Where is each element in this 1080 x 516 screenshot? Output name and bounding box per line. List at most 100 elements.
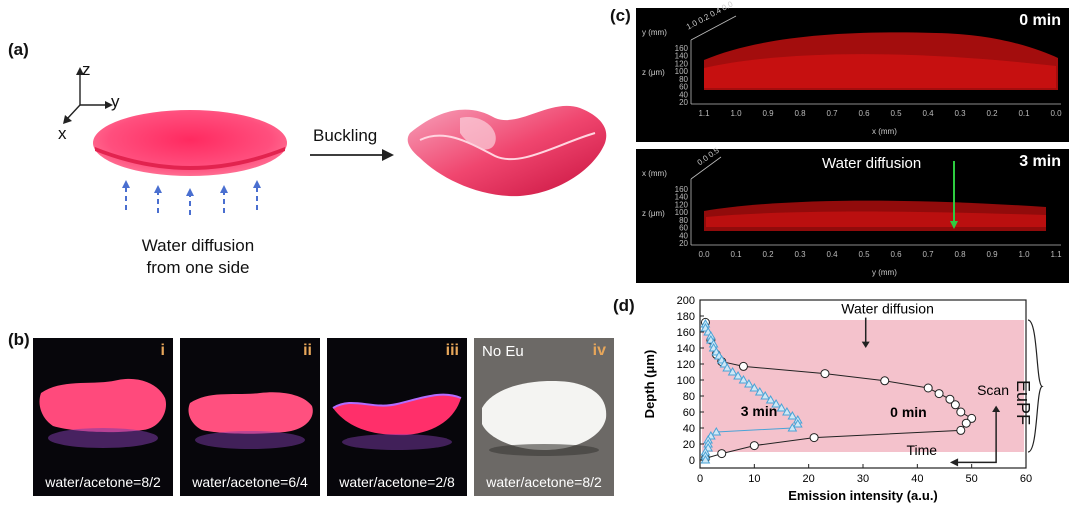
c0-xtick-7: 0.4 — [922, 109, 934, 118]
c0-xtick-0: 1.1 — [698, 109, 710, 118]
c3-ztick-2: 120 — [675, 200, 689, 209]
x-tick-label-1: 10 — [748, 473, 760, 485]
diffusion-caption-line2: from one side — [146, 258, 250, 277]
y-tick-label-5: 100 — [677, 375, 695, 387]
c0-ztick-5: 60 — [679, 83, 688, 92]
series-1-point-34 — [700, 454, 711, 464]
c3-xtick-4: 0.4 — [826, 250, 838, 259]
series-1-point-22 — [782, 406, 792, 416]
c3-ztick-1: 140 — [675, 193, 689, 202]
series-1-point-13 — [733, 370, 743, 380]
axis-x-label: x — [58, 124, 67, 143]
series-0-point-10 — [950, 400, 960, 410]
c3-ztick-5: 60 — [679, 224, 688, 233]
y-tick-label-2: 40 — [683, 423, 695, 435]
axes-diagram — [63, 67, 113, 124]
eupf-brace — [1027, 319, 1044, 453]
series-1-point-14 — [738, 374, 749, 384]
c0-y-axis: y (mm) — [642, 28, 667, 37]
x-tick-label-6: 60 — [1020, 473, 1032, 485]
confocal-0min-plot: 1.1 1.0 0.9 0.8 0.7 0.6 0.5 0.4 0.3 0.2 0.1 0.01601… — [675, 15, 1062, 118]
x-axis-line — [66, 104, 81, 120]
c3-ztick-4: 80 — [679, 216, 688, 225]
flat-film-disk — [93, 110, 287, 215]
series-1-point-19 — [765, 394, 776, 404]
c0-ztick-6: 40 — [679, 90, 688, 99]
annot-diffusion-arrowhead — [861, 341, 870, 348]
c3-xtick-2: 0.2 — [762, 250, 774, 259]
bowl-inner-shine — [460, 117, 496, 150]
series-1-point-27 — [711, 426, 722, 436]
c0-ztick-7: 20 — [679, 98, 688, 107]
c3-time-label: 3 min — [1019, 153, 1061, 170]
c0-xtick-3: 0.8 — [794, 109, 806, 118]
y-tick-label-0: 0 — [689, 455, 695, 467]
y-tick-label-3: 60 — [683, 407, 695, 419]
bowl-rim-highlight — [419, 132, 596, 161]
annot-scan-arrowhead — [992, 405, 1001, 412]
series-1-point-21 — [776, 402, 787, 412]
photo-iii-film — [332, 393, 462, 450]
c3-xtick-6: 0.6 — [890, 250, 902, 259]
c0-xtick-5: 0.6 — [858, 109, 870, 118]
c0-xtick-9: 0.2 — [986, 109, 998, 118]
c0-ztick-0: 160 — [675, 44, 689, 53]
x-tick-label-4: 40 — [911, 473, 923, 485]
c0-ztick-4: 80 — [679, 75, 688, 84]
c3-ztick-3: 100 — [675, 208, 689, 217]
photo-iii: iii water/acetone=2/8 — [327, 338, 467, 496]
c3-y-axis: y (mm) — [872, 268, 897, 277]
axis-z-label: z — [82, 60, 91, 79]
x-axis-title: Emission intensity (a.u.) — [788, 488, 938, 503]
c3-ztick-6: 40 — [679, 231, 688, 240]
series-1-point-25 — [792, 418, 803, 428]
annot-scan-time-arrow — [955, 408, 997, 464]
c3-xtick-0: 0.0 — [698, 250, 710, 259]
bowl-body — [407, 105, 607, 197]
series-0-point-4 — [738, 361, 748, 371]
series-0-point-8 — [934, 389, 944, 399]
annot-water-diffusion: Water diffusion — [841, 301, 934, 317]
diffusion-caption-line1: Water diffusion — [141, 236, 255, 255]
panel-a-label: (a) — [8, 40, 29, 59]
series-1-point-20 — [771, 398, 781, 408]
panel-c-label: (c) — [610, 6, 631, 25]
photo-i: i water/acetone=8/2 — [33, 338, 173, 496]
water-diffusion-arrows — [122, 180, 261, 215]
c3-xtick-11: 1.1 — [1050, 250, 1062, 259]
series-0-point-15 — [809, 433, 819, 443]
c0-xtick-4: 0.7 — [826, 109, 838, 118]
annot-time-arrowhead — [949, 458, 959, 467]
series-1-point-26 — [787, 422, 798, 432]
y-tick-label-8: 160 — [677, 327, 695, 339]
photo-i-numeral: i — [160, 342, 165, 359]
c3-ztick-7: 20 — [679, 239, 688, 248]
annot-scan: Scan — [977, 382, 1009, 398]
c0-xtick-6: 0.5 — [890, 109, 902, 118]
photo-i-caption: water/acetone=8/2 — [45, 474, 161, 490]
x-tick-label-3: 30 — [857, 473, 869, 485]
c0-ztick-3: 100 — [675, 67, 689, 76]
z-arrow-head — [76, 67, 84, 75]
series-0-point-5 — [820, 369, 830, 379]
c3-xtick-5: 0.5 — [858, 250, 870, 259]
y-arrow-head — [105, 101, 113, 109]
y-tick-label-10: 200 — [677, 295, 695, 307]
series-0-point-17 — [717, 449, 727, 459]
series-0-point-16 — [749, 441, 759, 451]
c0-x-axis: x (mm) — [872, 127, 897, 136]
y-tick-label-6: 120 — [677, 359, 695, 371]
c0-time-label: 0 min — [1019, 12, 1061, 29]
series-1-point-15 — [744, 378, 754, 388]
axis-y-label: y — [111, 92, 120, 111]
x-tick-label-5: 50 — [966, 473, 978, 485]
photo-ii-numeral: ii — [303, 342, 312, 359]
depth-profile-chart: 0 10 20 30 40 50 60 0 20 40 60 80 100 120 140 160 180 200… — [642, 295, 1044, 503]
c3-water-diffusion: Water diffusion — [822, 155, 922, 172]
x-tick-label-2: 20 — [803, 473, 815, 485]
c3-xtick-10: 1.0 — [1018, 250, 1030, 259]
photo-iv-caption: water/acetone=8/2 — [486, 474, 602, 490]
series-1-point-17 — [754, 386, 765, 396]
y-tick-label-9: 180 — [677, 311, 695, 323]
c0-z-axis: z (μm) — [642, 68, 665, 77]
